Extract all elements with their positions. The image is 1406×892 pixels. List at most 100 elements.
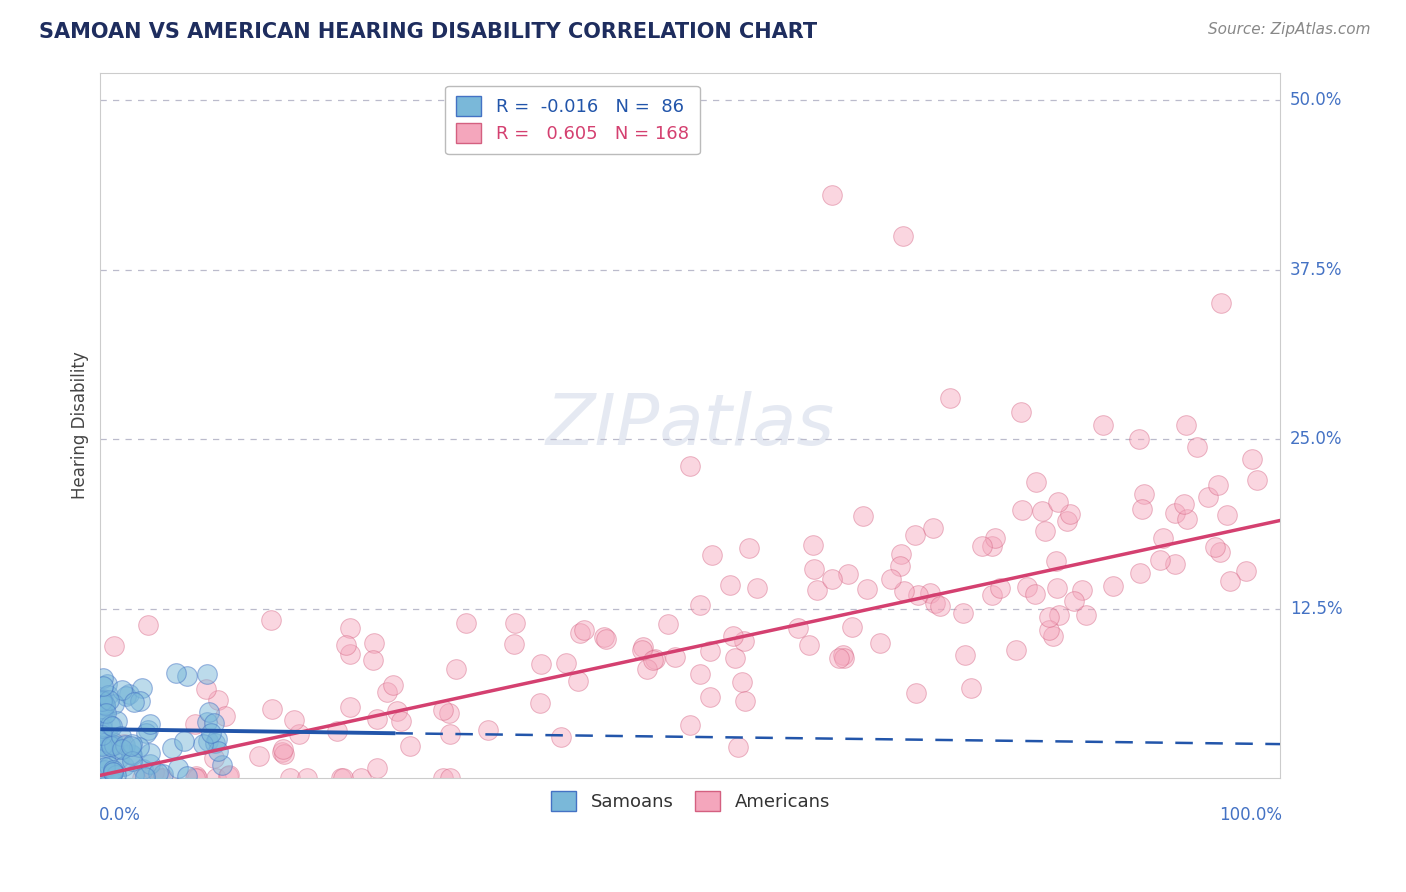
- Point: [439, 727, 461, 741]
- Point: [821, 572, 844, 586]
- Point: [91, 697, 114, 711]
- Point: [94, 764, 117, 778]
- Point: [100, 737, 122, 751]
- Point: [183, 717, 205, 731]
- Point: [91, 692, 114, 706]
- Point: [891, 228, 914, 243]
- Point: [939, 392, 962, 406]
- Point: [1211, 296, 1233, 310]
- Point: [103, 738, 125, 752]
- Point: [202, 716, 225, 731]
- Point: [273, 747, 295, 761]
- Point: [339, 700, 361, 714]
- Text: 100.0%: 100.0%: [1219, 806, 1282, 824]
- Point: [922, 520, 945, 534]
- Point: [335, 638, 357, 652]
- Point: [1216, 508, 1239, 522]
- Point: [93, 707, 115, 722]
- Point: [1128, 432, 1150, 446]
- Point: [101, 764, 124, 779]
- Point: [94, 699, 117, 714]
- Point: [631, 640, 654, 654]
- Point: [186, 771, 208, 785]
- Point: [94, 751, 117, 765]
- Point: [128, 740, 150, 755]
- Point: [100, 739, 122, 753]
- Point: [1133, 487, 1156, 501]
- Point: [981, 588, 1004, 602]
- Point: [166, 761, 188, 775]
- Point: [288, 727, 311, 741]
- Point: [97, 688, 120, 702]
- Point: [444, 662, 467, 676]
- Point: [91, 679, 114, 693]
- Point: [114, 690, 136, 704]
- Point: [91, 721, 114, 735]
- Point: [96, 677, 118, 691]
- Point: [280, 771, 302, 785]
- Point: [1185, 440, 1208, 454]
- Point: [173, 734, 195, 748]
- Point: [114, 739, 136, 753]
- Point: [920, 586, 942, 600]
- Point: [135, 725, 157, 739]
- Text: 12.5%: 12.5%: [1289, 599, 1343, 617]
- Point: [924, 596, 946, 610]
- Point: [207, 744, 229, 758]
- Point: [100, 719, 122, 733]
- Point: [1173, 497, 1195, 511]
- Point: [1240, 451, 1263, 466]
- Point: [90, 743, 112, 757]
- Point: [98, 759, 121, 773]
- Point: [110, 729, 132, 743]
- Point: [271, 742, 294, 756]
- Text: SAMOAN VS AMERICAN HEARING DISABILITY CORRELATION CHART: SAMOAN VS AMERICAN HEARING DISABILITY CO…: [39, 22, 817, 42]
- Point: [118, 687, 141, 701]
- Point: [197, 666, 219, 681]
- Point: [1164, 557, 1187, 571]
- Point: [454, 616, 477, 631]
- Point: [131, 771, 153, 785]
- Point: [176, 769, 198, 783]
- Point: [572, 623, 595, 637]
- Point: [103, 640, 125, 654]
- Point: [889, 559, 911, 574]
- Point: [984, 531, 1007, 545]
- Point: [326, 723, 349, 738]
- Point: [718, 578, 741, 592]
- Point: [1234, 564, 1257, 578]
- Point: [721, 629, 744, 643]
- Point: [184, 769, 207, 783]
- Text: ZIPatlas: ZIPatlas: [546, 391, 835, 460]
- Point: [959, 681, 981, 696]
- Point: [955, 648, 977, 663]
- Point: [90, 693, 112, 707]
- Point: [852, 509, 875, 524]
- Point: [121, 739, 143, 753]
- Point: [183, 771, 205, 785]
- Point: [595, 632, 617, 646]
- Point: [1038, 624, 1060, 638]
- Point: [103, 766, 125, 780]
- Point: [207, 731, 229, 746]
- Point: [214, 709, 236, 723]
- Point: [191, 737, 214, 751]
- Text: Source: ZipAtlas.com: Source: ZipAtlas.com: [1208, 22, 1371, 37]
- Point: [644, 652, 666, 666]
- Point: [700, 548, 723, 562]
- Point: [1010, 405, 1032, 419]
- Point: [120, 747, 142, 761]
- Point: [107, 742, 129, 756]
- Point: [93, 764, 115, 778]
- Point: [439, 771, 461, 785]
- Point: [1175, 512, 1198, 526]
- Point: [108, 751, 131, 765]
- Point: [124, 768, 146, 782]
- Point: [834, 650, 856, 665]
- Point: [283, 713, 305, 727]
- Point: [91, 692, 114, 706]
- Point: [432, 702, 454, 716]
- Point: [699, 644, 721, 658]
- Point: [332, 771, 354, 785]
- Point: [1074, 607, 1097, 622]
